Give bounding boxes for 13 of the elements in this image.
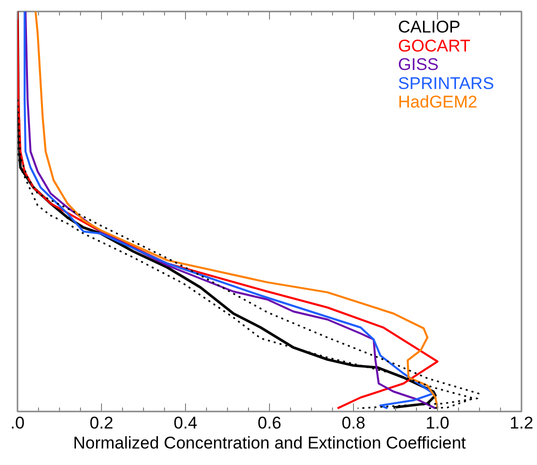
x-tick-label: 1.2 — [510, 414, 534, 432]
x-tick-label: .0 — [10, 414, 25, 432]
text: CALIOP — [398, 18, 460, 36]
x-tick-label: 0.2 — [90, 414, 114, 432]
x-tick-label: 0.8 — [342, 414, 366, 432]
x-tick-label: 1.0 — [426, 414, 450, 432]
text: GOCART — [398, 36, 470, 56]
x-axis-title: Normalized Concentration and Extinction Coefficient — [73, 434, 466, 452]
text: GISS — [398, 55, 439, 74]
x-tick-label: 0.6 — [258, 414, 282, 432]
text: SPRINTARS — [398, 74, 494, 93]
text: HadGEM2 — [398, 92, 478, 112]
x-tick-label: 0.4 — [174, 414, 198, 432]
